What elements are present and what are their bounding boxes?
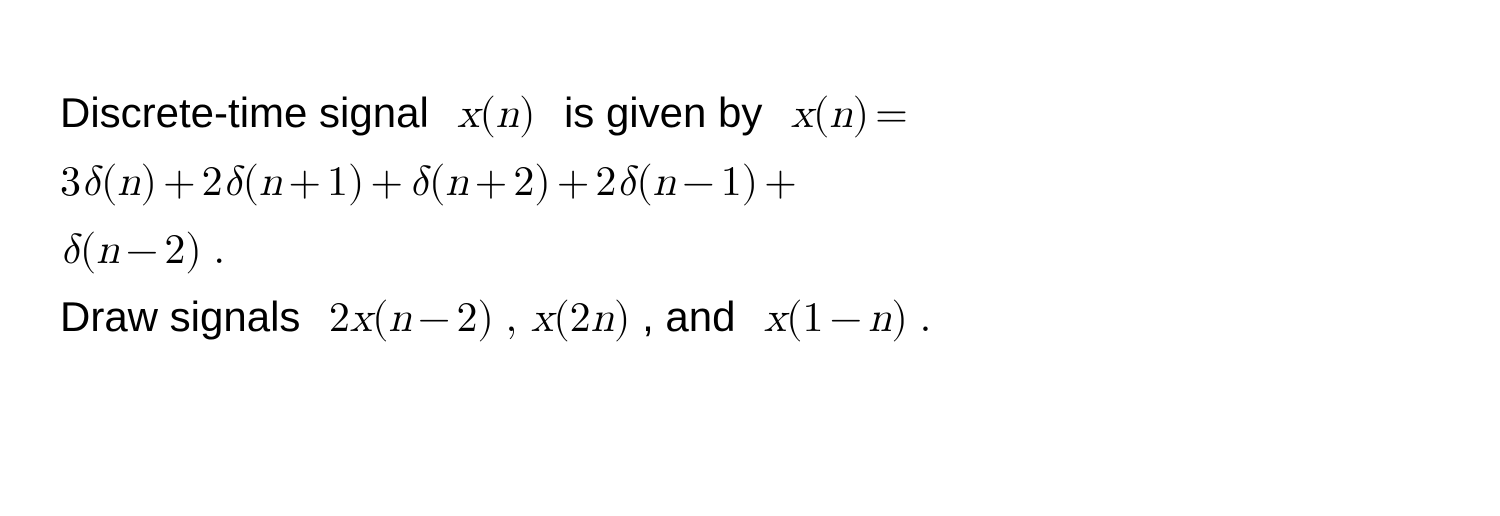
period-1 [202, 225, 214, 272]
math-term-2: 2δ(n+1) [202, 162, 365, 204]
math-plus-2: + [364, 162, 409, 204]
math-xn-2: x(n) [791, 94, 869, 136]
comma-2 [630, 293, 642, 340]
math-signal-3: x(1−n) [764, 298, 908, 340]
comma-1b: , [506, 298, 532, 340]
period-2b: . [920, 298, 932, 340]
math-term-5: δ(n−2) [60, 230, 202, 272]
math-signal-1: 2x(n−2) [329, 298, 494, 340]
comma-1 [494, 293, 506, 340]
intro-text-2: is given by [552, 89, 774, 136]
math-term-3: δ(n+2) [409, 162, 551, 204]
math-plus-1: + [157, 162, 202, 204]
math-term-1: 3δ(n) [60, 162, 157, 204]
draw-text: Draw signals [60, 293, 312, 340]
math-plus-3: + [551, 162, 596, 204]
math-xn-1: x(n) [457, 94, 535, 136]
problem-statement: Discrete-time signal x(n) is given by x(… [60, 80, 1440, 352]
comma-2b: , and [642, 293, 747, 340]
math-term-4: 2δ(n−1) [595, 162, 758, 204]
math-plus-4: + [758, 162, 803, 204]
math-signal-2: x(2n) [531, 298, 630, 340]
math-equals: = [869, 94, 914, 136]
intro-text-1: Discrete-time signal [60, 89, 440, 136]
period-1b: . [213, 230, 225, 272]
period-2 [908, 293, 920, 340]
